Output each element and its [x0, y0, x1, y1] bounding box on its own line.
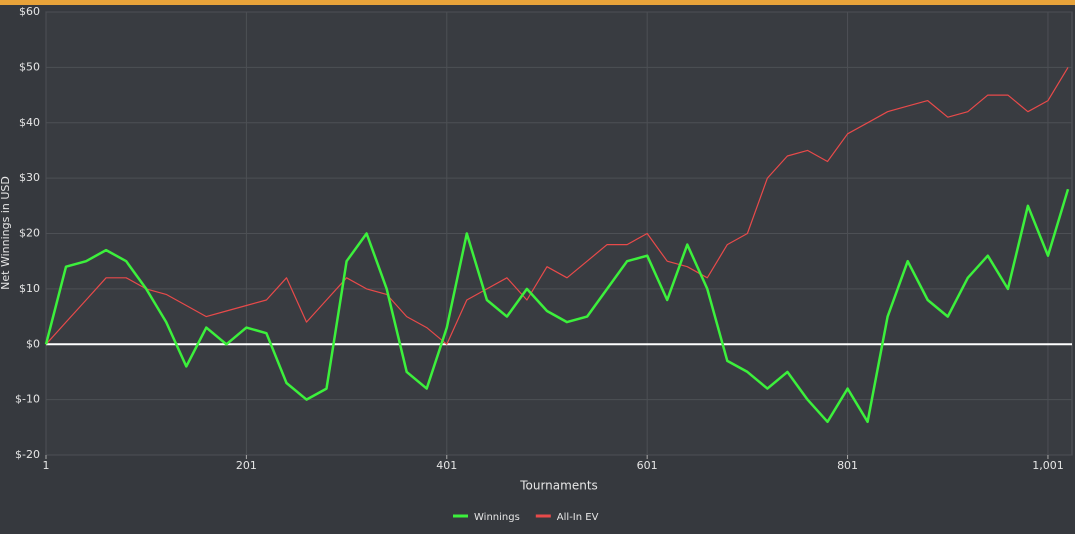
y-axis-label: Net Winnings in USD — [0, 176, 12, 290]
y-tick-label: $30 — [19, 171, 40, 184]
x-tick-label: 401 — [436, 459, 457, 472]
x-tick-label: 201 — [236, 459, 257, 472]
y-tick-label: $50 — [19, 60, 40, 73]
y-tick-label: $20 — [19, 227, 40, 240]
y-tick-label: $-20 — [15, 448, 40, 461]
legend-label: Winnings — [474, 512, 520, 523]
legend-label: All-In EV — [557, 512, 599, 523]
series-line — [45, 67, 1069, 345]
y-tick-label: $-10 — [15, 393, 40, 406]
header-bar — [0, 0, 1075, 5]
x-tick-label: 801 — [837, 459, 858, 472]
x-tick-label: 1 — [43, 459, 50, 472]
y-tick-label: $40 — [19, 116, 40, 129]
x-tick-label: 601 — [637, 459, 658, 472]
y-tick-label: $10 — [19, 282, 40, 295]
y-tick-label: $0 — [26, 337, 40, 350]
series-line — [44, 188, 1070, 424]
y-tick-label: $60 — [19, 5, 40, 18]
x-tick-label: 1,001 — [1032, 459, 1064, 472]
x-axis-label: Tournaments — [519, 479, 598, 493]
